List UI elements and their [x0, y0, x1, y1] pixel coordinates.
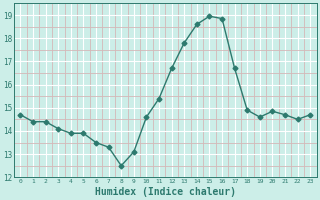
X-axis label: Humidex (Indice chaleur): Humidex (Indice chaleur) — [95, 186, 236, 197]
